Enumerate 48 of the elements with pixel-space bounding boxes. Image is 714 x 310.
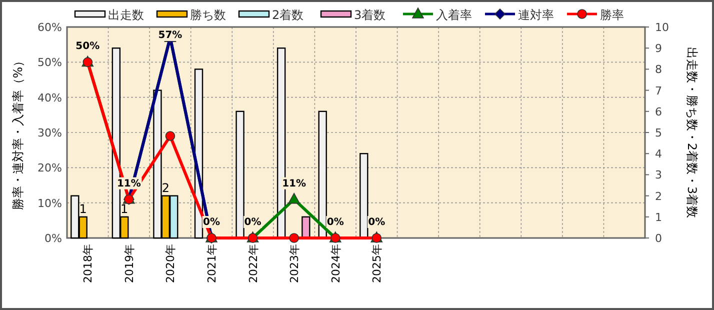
- label: 57%: [157, 29, 184, 41]
- x-tick-label: 2023年: [288, 244, 302, 283]
- y-tick-label: 10%: [38, 196, 62, 210]
- x-tick-label: 2019年: [122, 244, 136, 283]
- legend-label: 勝ち数: [190, 8, 226, 22]
- legend-label: 連対率: [518, 8, 554, 22]
- y2-tick-label: 1: [655, 210, 662, 224]
- y-tick-label: 0%: [44, 232, 62, 245]
- legend-label: 入着率: [436, 8, 472, 22]
- y-tick-label: 40%: [38, 91, 62, 104]
- y-tick-label: 50%: [38, 56, 62, 70]
- y2-tick-label: 10: [655, 21, 669, 34]
- label: 0%: [244, 216, 262, 228]
- label: 0%: [202, 216, 221, 228]
- y2-tick-label: 4: [655, 148, 662, 161]
- label: 0%: [326, 216, 345, 228]
- label: 1: [120, 202, 128, 216]
- y2-axis-title: 出走数・勝ち数・2着数・3着数: [685, 46, 699, 218]
- label: 11%: [116, 177, 142, 190]
- y2-tick-label: 2: [655, 190, 662, 203]
- label: 1: [79, 202, 87, 216]
- point: [288, 192, 300, 204]
- y2-tick-label: 0: [655, 232, 662, 245]
- label: 50%: [74, 40, 100, 52]
- x-tick-label: 2024年: [329, 244, 342, 283]
- x-tick-label: 2020年: [164, 244, 178, 283]
- y2-tick-label: 8: [655, 63, 662, 76]
- y-axis-title: 勝率・連対率・入着率（%）: [11, 54, 25, 210]
- y-tick-label: 20%: [38, 162, 62, 175]
- legend-label: 2着数: [272, 8, 304, 22]
- point: [289, 233, 299, 243]
- legend-label: 3着数: [354, 8, 386, 22]
- y-tick-label: 30%: [38, 126, 62, 140]
- y-tick-label: 60%: [38, 21, 62, 34]
- y2-tick-label: 6: [655, 105, 662, 118]
- legend-label: 出走数: [108, 8, 144, 22]
- x-tick-label: 2022年: [246, 244, 260, 283]
- label: 2: [162, 180, 170, 195]
- x-tick-label: 2025年: [370, 244, 384, 283]
- y2-tick-label: 9: [655, 42, 662, 56]
- x-tick-label: 2021年: [206, 244, 218, 283]
- label: 0%: [367, 216, 386, 228]
- point: [165, 131, 176, 141]
- x-tick-label: 2018年: [82, 244, 95, 283]
- y2-tick-label: 3: [655, 168, 662, 182]
- y2-tick-label: 7: [655, 84, 662, 98]
- legend-label: 勝率: [600, 8, 624, 22]
- y2-tick-label: 5: [655, 126, 662, 140]
